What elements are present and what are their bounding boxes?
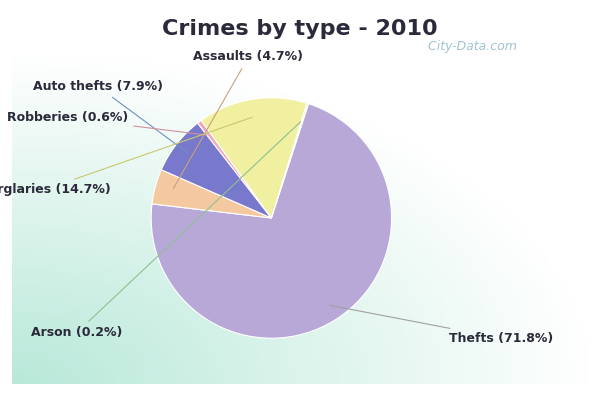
Text: Thefts (71.8%): Thefts (71.8%) <box>329 305 553 345</box>
Wedge shape <box>151 104 392 338</box>
Text: Assaults (4.7%): Assaults (4.7%) <box>173 50 304 188</box>
Text: Crimes by type - 2010: Crimes by type - 2010 <box>162 18 438 39</box>
Wedge shape <box>161 123 271 218</box>
Text: City-Data.com: City-Data.com <box>420 40 517 53</box>
Wedge shape <box>197 120 271 218</box>
Wedge shape <box>201 98 307 218</box>
Wedge shape <box>271 103 308 218</box>
Text: Arson (0.2%): Arson (0.2%) <box>31 122 301 339</box>
Text: Robberies (0.6%): Robberies (0.6%) <box>7 111 207 135</box>
Wedge shape <box>152 170 271 218</box>
Text: Burglaries (14.7%): Burglaries (14.7%) <box>0 117 252 196</box>
Text: Auto thefts (7.9%): Auto thefts (7.9%) <box>32 80 188 153</box>
